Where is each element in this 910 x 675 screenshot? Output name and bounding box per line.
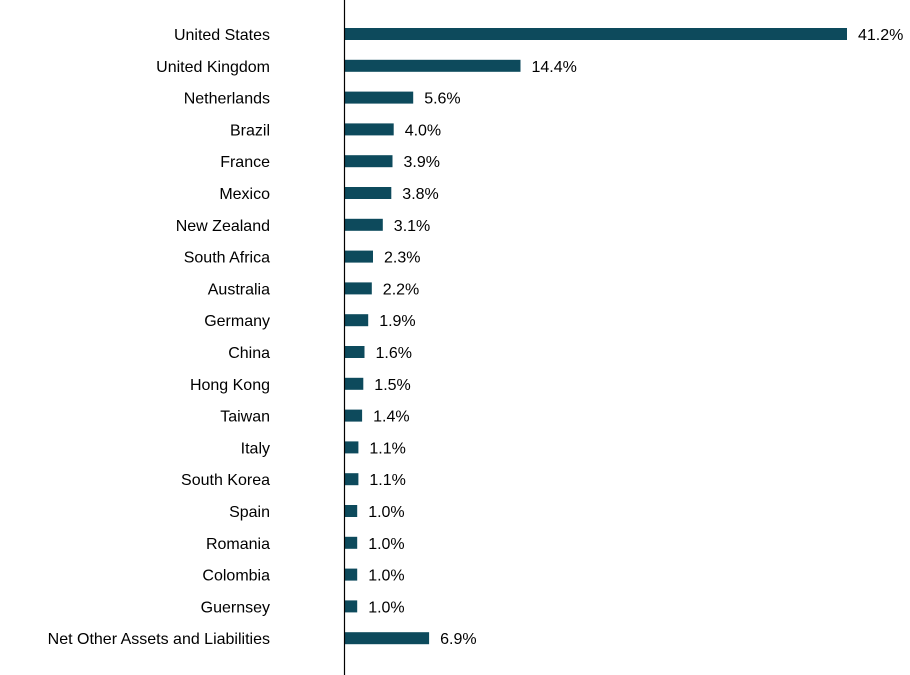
value-label: 6.9% xyxy=(440,631,476,648)
bar xyxy=(345,441,359,454)
bar xyxy=(345,568,358,581)
category-label: Romania xyxy=(206,536,270,553)
bar xyxy=(345,28,847,40)
value-label: 3.8% xyxy=(402,186,438,203)
value-label: 1.6% xyxy=(376,345,412,362)
bar xyxy=(345,473,359,486)
category-label: New Zealand xyxy=(176,218,270,235)
bar xyxy=(345,505,358,517)
bar xyxy=(345,377,364,390)
value-label: 1.0% xyxy=(368,536,404,553)
bar xyxy=(345,59,521,72)
category-label: France xyxy=(220,154,270,171)
bar xyxy=(345,91,414,104)
bar xyxy=(345,536,358,549)
bars-group xyxy=(345,28,847,645)
value-label: 2.3% xyxy=(384,250,420,267)
category-label: Net Other Assets and Liabilities xyxy=(48,631,270,648)
value-label: 1.0% xyxy=(368,599,404,616)
category-label: Mexico xyxy=(219,186,270,203)
value-label: 1.1% xyxy=(369,440,405,457)
category-label: United Kingdom xyxy=(156,59,270,76)
category-label: Australia xyxy=(208,281,270,298)
category-label: China xyxy=(228,345,270,362)
bar xyxy=(345,123,394,136)
value-label: 3.9% xyxy=(404,154,440,171)
value-label: 14.4% xyxy=(532,59,577,76)
bar xyxy=(345,187,392,199)
value-label: 1.1% xyxy=(369,472,405,489)
category-label: Colombia xyxy=(202,568,270,585)
category-label: Italy xyxy=(241,440,270,457)
bar xyxy=(345,314,369,327)
bar xyxy=(345,632,430,645)
category-label: Hong Kong xyxy=(190,377,270,394)
category-label: Netherlands xyxy=(184,91,270,108)
value-labels-group: 41.2% 14.4% 5.6% 4.0% 3.9% 3.8% 3.1% 2.3% 2.2% 1.… xyxy=(368,27,903,648)
value-label: 1.9% xyxy=(379,313,415,330)
bar xyxy=(345,155,393,168)
value-label: 3.1% xyxy=(394,218,430,235)
bar xyxy=(345,409,363,422)
value-label: 1.0% xyxy=(368,568,404,585)
value-label: 5.6% xyxy=(424,91,460,108)
bar xyxy=(345,282,372,295)
category-label: Guernsey xyxy=(201,599,270,616)
value-label: 1.5% xyxy=(374,377,410,394)
value-label: 4.0% xyxy=(405,122,441,139)
category-label: Brazil xyxy=(230,122,270,139)
category-labels-group: United States United Kingdom Netherlands Br… xyxy=(48,27,270,648)
category-label: United States xyxy=(174,27,270,44)
bar xyxy=(345,346,365,358)
bar xyxy=(345,250,373,263)
value-label: 1.0% xyxy=(368,504,404,521)
value-label: 2.2% xyxy=(383,281,419,298)
bar xyxy=(345,600,358,613)
value-label: 1.4% xyxy=(373,409,409,426)
category-label: Spain xyxy=(229,504,270,521)
category-label: Germany xyxy=(204,313,270,330)
category-label: South Korea xyxy=(181,472,270,489)
bar xyxy=(345,218,383,231)
category-label: South Africa xyxy=(184,250,270,267)
category-label: Taiwan xyxy=(220,409,270,426)
value-label: 41.2% xyxy=(858,27,903,44)
